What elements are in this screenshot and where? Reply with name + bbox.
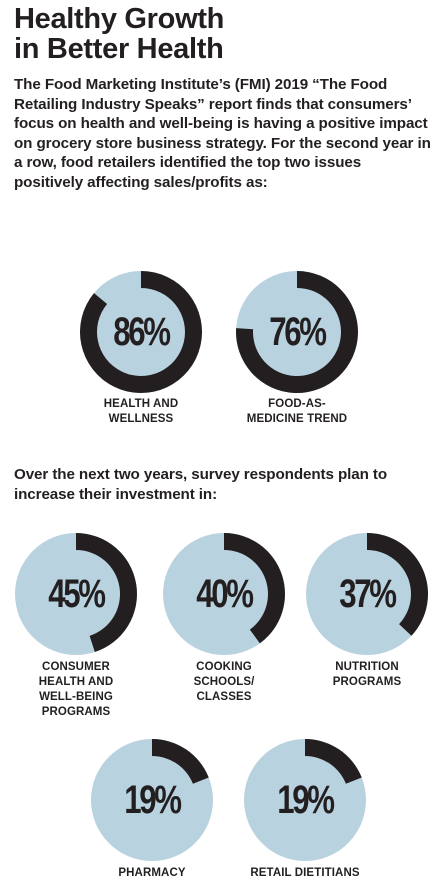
donut-food-as-medicine	[235, 271, 358, 393]
intro-paragraph: The Food Marketing Institute’s (FMI) 201…	[14, 76, 431, 191]
donut-arc	[152, 739, 209, 784]
donut-consumer-health-programs	[15, 533, 137, 655]
label-retail-dietitians: RETAIL DIETITIANS	[250, 867, 360, 879]
title-line-2: in Better Health	[14, 33, 224, 65]
label-cooking-schools: COOKING SCHOOLS/ CLASSES	[193, 661, 255, 703]
donut-background	[163, 533, 285, 655]
label-pharmacy: PHARMACY	[118, 867, 186, 879]
donut-cooking-schools	[163, 533, 285, 655]
donut-retail-dietitians	[244, 739, 366, 861]
donut-arc	[224, 533, 285, 644]
label-food-as-medicine: FOOD-AS- MEDICINE TREND	[246, 398, 348, 425]
label-consumer-health-programs: CONSUMER HEALTH AND WELL-BEING PROGRAMS	[38, 661, 114, 718]
title-line-1: Healthy Growth	[14, 3, 225, 35]
donut-background	[80, 271, 202, 393]
donut-background	[236, 271, 358, 393]
donut-background	[306, 533, 428, 655]
label-nutrition-programs: NUTRITION PROGRAMS	[332, 661, 402, 688]
donut-health-and-wellness	[80, 271, 203, 393]
donut-arc	[305, 739, 362, 784]
donut-pharmacy	[91, 739, 213, 861]
investment-intro-paragraph: Over the next two years, survey responde…	[14, 466, 388, 503]
donut-background	[91, 739, 213, 861]
donut-background	[15, 533, 137, 655]
donut-background	[244, 739, 366, 861]
label-health-and-wellness: HEALTH AND WELLNESS	[103, 398, 179, 425]
page-title: Healthy Growth in Better Health	[14, 4, 224, 64]
donut-arc	[76, 533, 137, 653]
donut-arc	[367, 533, 429, 636]
donut-nutrition-programs	[306, 533, 429, 655]
